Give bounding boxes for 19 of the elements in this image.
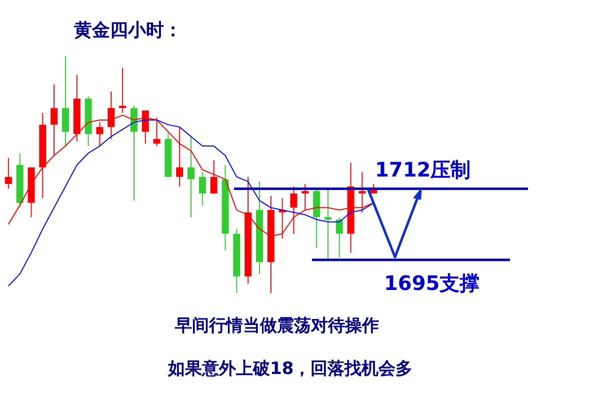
candlestick [4,157,12,190]
candlestick [324,188,332,260]
candlestick [188,136,195,218]
candlestick [96,122,104,147]
ref-line-label: 1695支撑 [384,270,480,295]
candlestick [302,183,309,211]
candlestick [290,186,298,234]
candlestick [336,216,343,258]
candlestick [176,126,184,187]
candlestick [153,117,160,147]
candlestick [62,55,69,147]
ref-line-label: 1712压制 [375,158,471,182]
candlestick [358,172,366,213]
candlestick [198,172,206,206]
candlestick [130,105,138,202]
chart-title: 黄金四小时： [74,19,182,42]
text: 早间行情当做震荡对待操作 [175,315,379,337]
candlestick [210,160,218,194]
text: 如果意外上破18，回落找机会多 [168,358,413,380]
